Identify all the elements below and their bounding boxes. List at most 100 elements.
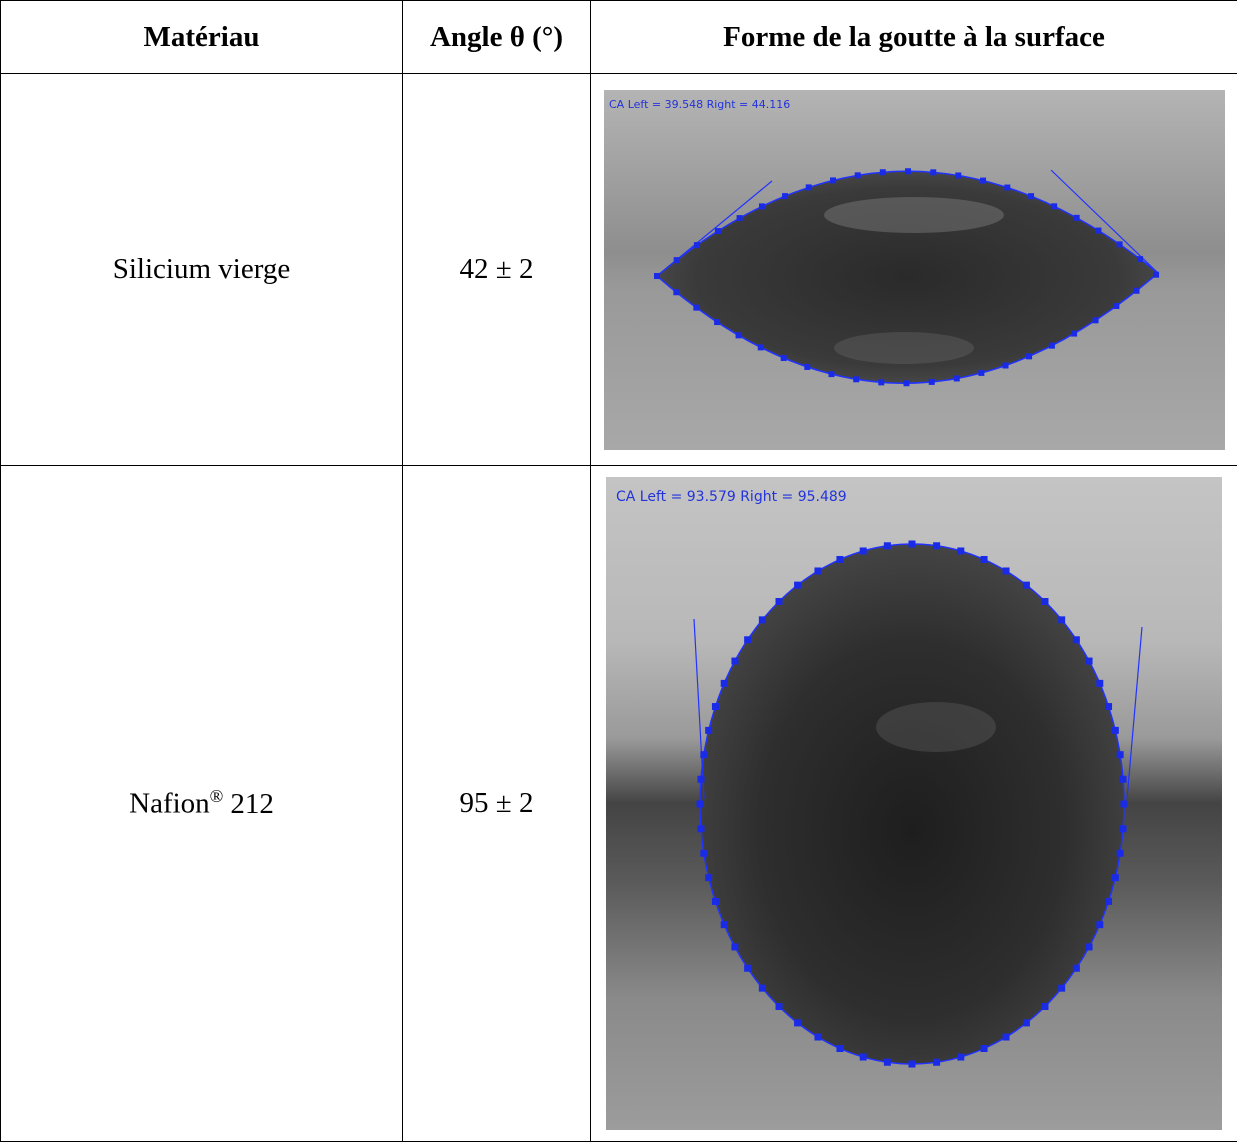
fit-point — [1072, 636, 1080, 644]
fit-point — [1027, 192, 1034, 199]
fit-point — [1072, 964, 1080, 972]
fit-point — [1105, 897, 1113, 905]
material-number: 212 — [230, 787, 274, 820]
fit-point — [803, 363, 810, 370]
fit-point — [903, 379, 910, 386]
fit-point — [953, 374, 960, 381]
fit-point — [928, 378, 935, 385]
fit-point — [1002, 362, 1009, 369]
fit-point — [711, 897, 719, 905]
fit-point — [859, 547, 867, 555]
fit-point — [735, 331, 742, 338]
angle-cell: 95 ± 2 — [402, 465, 591, 1142]
fit-point — [1085, 943, 1093, 951]
fit-point — [1116, 240, 1123, 247]
fit-point — [1003, 184, 1010, 191]
header-cell: Forme de la goutte à la surface — [590, 0, 1237, 74]
fit-point — [1116, 751, 1124, 759]
fit-point — [957, 547, 965, 555]
fit-point — [1085, 657, 1093, 665]
fit-point — [980, 555, 988, 563]
fit-point — [1025, 352, 1032, 359]
fit-point — [1022, 1019, 1030, 1027]
fit-point — [957, 1053, 965, 1061]
fit-point — [697, 775, 705, 783]
fit-point — [1105, 703, 1113, 711]
fit-point — [1070, 330, 1077, 337]
fit-point — [1094, 227, 1101, 234]
fit-point — [705, 874, 713, 882]
fit-point — [904, 167, 911, 174]
fit-point — [714, 227, 721, 234]
fit-point — [794, 581, 802, 589]
material-cell: Silicium vierge — [0, 73, 403, 466]
fit-point — [700, 751, 708, 759]
row: Nafion® 212 95 ± 2 CA Left = 93.579 Right… — [0, 465, 1237, 1142]
image-caption: CA Left = 93.579 Right = 95.489 — [616, 489, 847, 505]
fit-point — [744, 636, 752, 644]
fit-point — [1111, 874, 1119, 882]
fit-point — [757, 343, 764, 350]
fit-point — [883, 1058, 891, 1066]
fit-point — [780, 354, 787, 361]
fit-point — [672, 288, 679, 295]
fit-point — [736, 214, 743, 221]
fit-point — [852, 375, 859, 382]
fit-point — [883, 542, 891, 550]
fit-point — [814, 1033, 822, 1041]
fit-point — [758, 202, 765, 209]
fit-point — [1092, 316, 1099, 323]
fit-point — [980, 1045, 988, 1053]
fit-point — [814, 567, 822, 575]
fit-point — [1133, 287, 1140, 294]
fit-point — [731, 943, 739, 951]
fit-point — [697, 825, 705, 833]
fit-point — [673, 256, 680, 263]
fit-point — [775, 598, 783, 606]
fit-point — [859, 1053, 867, 1061]
fit-point — [805, 183, 812, 190]
fit-point — [854, 171, 861, 178]
fit-point — [1136, 255, 1143, 262]
fit-point — [836, 555, 844, 563]
fit-point — [1022, 581, 1030, 589]
fit-point — [720, 679, 728, 687]
fit-point — [711, 703, 719, 711]
fit-point — [1120, 800, 1128, 808]
drop-image: CA Left = 39.548 Right = 44.116 — [603, 89, 1225, 450]
fit-point — [1152, 271, 1159, 278]
fit-point — [705, 726, 713, 734]
fit-point — [700, 849, 708, 857]
registered-mark: ® — [209, 786, 224, 807]
fit-point — [977, 369, 984, 376]
fit-point — [744, 964, 752, 972]
fit-point — [1048, 342, 1055, 349]
fit-point — [1050, 202, 1057, 209]
fit-point — [1116, 849, 1124, 857]
fit-point — [1041, 1002, 1049, 1010]
fit-point — [696, 800, 704, 808]
fit-point — [1058, 984, 1066, 992]
row: Silicium vierge 42 ± 2 CA Left = 3 — [0, 73, 1237, 466]
fit-point — [979, 177, 986, 184]
fit-point — [758, 984, 766, 992]
header-row: Matériau Angle θ (°) Forme de la goutte … — [0, 0, 1237, 74]
fit-point — [731, 657, 739, 665]
fit-point — [1119, 775, 1127, 783]
fit-point — [1112, 302, 1119, 309]
fit-point — [781, 192, 788, 199]
image-cell: CA Left = 39.548 Right = 44.116 — [590, 73, 1237, 466]
fit-point — [693, 241, 700, 248]
fit-point — [829, 176, 836, 183]
fit-point — [1096, 921, 1104, 929]
fit-point — [1119, 825, 1127, 833]
fit-point — [933, 1058, 941, 1066]
material: Silicium vierge — [112, 253, 291, 285]
image-caption: CA Left = 39.548 Right = 44.116 — [609, 98, 790, 111]
fit-point — [929, 168, 936, 175]
fit-point — [879, 168, 886, 175]
fit-point — [1002, 1033, 1010, 1041]
fit-point — [775, 1002, 783, 1010]
